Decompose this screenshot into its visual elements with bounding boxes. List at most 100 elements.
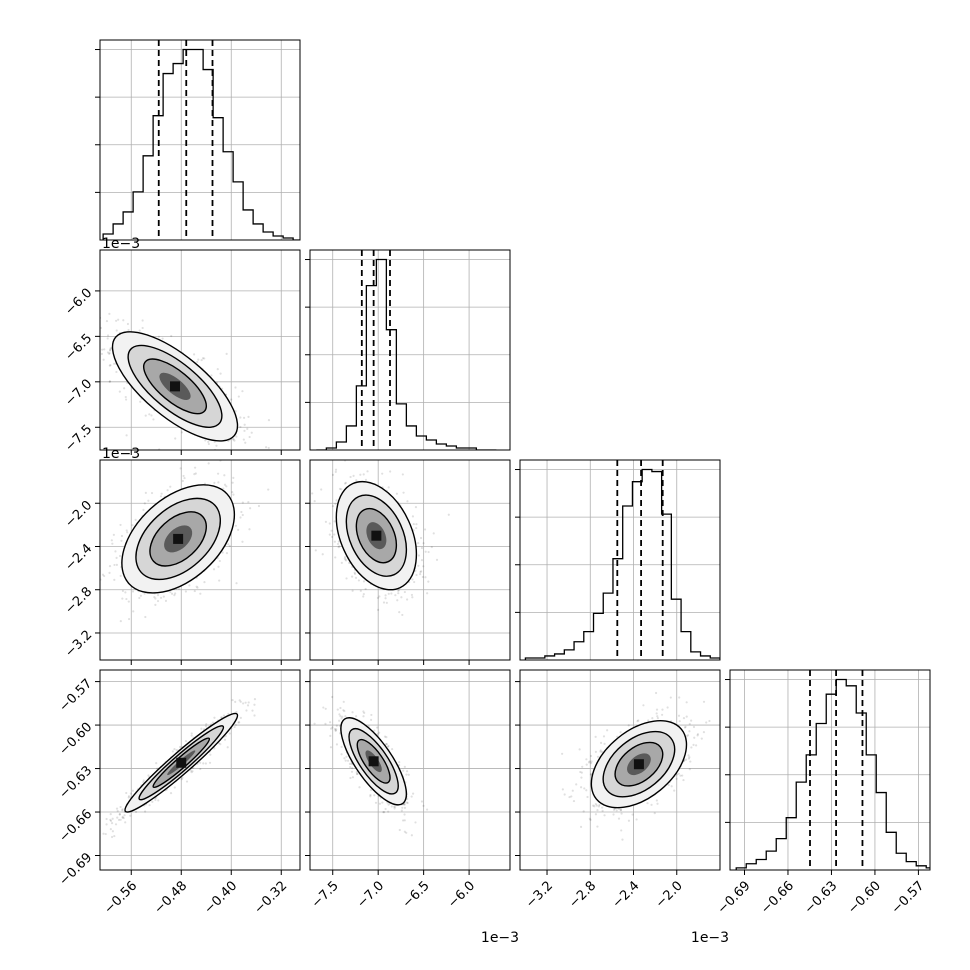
sample-point — [117, 318, 120, 321]
sample-point — [435, 558, 439, 561]
sample-point — [405, 801, 409, 804]
sample-point — [106, 337, 109, 340]
sample-point — [364, 478, 368, 481]
sample-point — [207, 440, 210, 444]
sample-point — [127, 328, 130, 332]
sample-point — [124, 591, 127, 594]
sample-point — [333, 540, 336, 543]
sample-point — [335, 743, 339, 746]
sample-point — [100, 352, 104, 356]
sample-point — [359, 473, 362, 476]
sample-point — [407, 773, 410, 776]
sample-point — [376, 726, 379, 729]
sample-point — [432, 532, 435, 535]
sample-point — [119, 620, 122, 623]
sample-point — [403, 830, 406, 833]
sample-point — [156, 594, 160, 597]
sample-point — [97, 355, 99, 357]
sample-point — [661, 708, 664, 711]
sample-point — [122, 319, 125, 322]
sample-point — [127, 795, 131, 798]
sample-point — [242, 416, 246, 419]
sample-point — [369, 718, 373, 721]
sample-point — [366, 470, 369, 473]
sample-point — [231, 490, 234, 494]
sample-point — [223, 483, 227, 486]
sample-point — [153, 596, 156, 599]
sample-point — [122, 816, 125, 820]
sample-point — [568, 795, 571, 799]
sample-point — [118, 390, 121, 393]
sample-point — [403, 806, 407, 810]
sample-point — [345, 577, 348, 580]
sample-point — [248, 528, 251, 531]
histogram-step — [735, 678, 930, 870]
sample-point — [181, 776, 184, 779]
density-peak — [176, 757, 187, 768]
sample-point — [86, 847, 88, 849]
sample-point — [103, 348, 106, 351]
sample-point — [181, 479, 184, 483]
sample-point — [184, 739, 188, 743]
sample-point — [213, 747, 216, 750]
sample-point — [417, 541, 420, 545]
sample-point — [131, 789, 134, 792]
sample-point — [351, 589, 354, 592]
sample-point — [94, 313, 96, 315]
sample-point — [94, 618, 96, 620]
sample-point — [219, 716, 223, 719]
sample-point — [113, 362, 116, 365]
sample-point — [411, 578, 414, 581]
sample-point — [108, 364, 111, 367]
sample-point — [334, 470, 337, 473]
sample-point — [427, 580, 430, 583]
sample-point — [96, 821, 98, 823]
sample-point — [342, 700, 345, 703]
sample-point — [233, 439, 236, 442]
sample-point — [129, 792, 133, 795]
sample-point — [594, 735, 597, 738]
sample-point — [196, 586, 199, 589]
sample-point — [217, 481, 220, 484]
sample-point — [414, 821, 417, 824]
sample-point — [398, 761, 401, 764]
sample-point — [589, 773, 592, 776]
sample-point — [156, 599, 160, 603]
sample-point — [239, 425, 242, 429]
histogram-step — [102, 48, 300, 240]
sample-point — [403, 803, 406, 806]
sample-point — [184, 590, 187, 593]
sample-point — [245, 709, 248, 712]
sample-point — [397, 589, 400, 592]
sample-point — [143, 502, 146, 505]
sample-point — [654, 691, 658, 695]
sample-point — [147, 774, 150, 777]
sample-point — [601, 750, 604, 754]
sample-point — [239, 700, 242, 703]
sample-point — [108, 351, 111, 355]
sample-point — [362, 710, 365, 713]
sample-point — [343, 757, 346, 760]
sample-point — [108, 380, 112, 383]
sample-point — [243, 429, 246, 432]
sample-point — [200, 727, 203, 730]
sample-point — [324, 707, 327, 710]
sample-point — [144, 615, 147, 619]
sample-point — [357, 579, 361, 582]
sample-point — [235, 710, 238, 714]
sample-point — [412, 792, 415, 795]
sample-point — [351, 711, 354, 714]
sample-point — [596, 755, 600, 758]
sample-point — [619, 808, 623, 811]
sample-point — [114, 550, 117, 553]
sample-point — [588, 817, 591, 820]
sample-point — [110, 835, 114, 839]
sample-point — [426, 592, 429, 595]
sample-point — [414, 505, 418, 509]
sample-point — [243, 423, 246, 426]
sample-point — [119, 523, 122, 527]
sample-point — [111, 830, 114, 833]
sample-point — [115, 807, 119, 810]
sample-point — [340, 745, 343, 749]
sample-point — [385, 601, 388, 604]
